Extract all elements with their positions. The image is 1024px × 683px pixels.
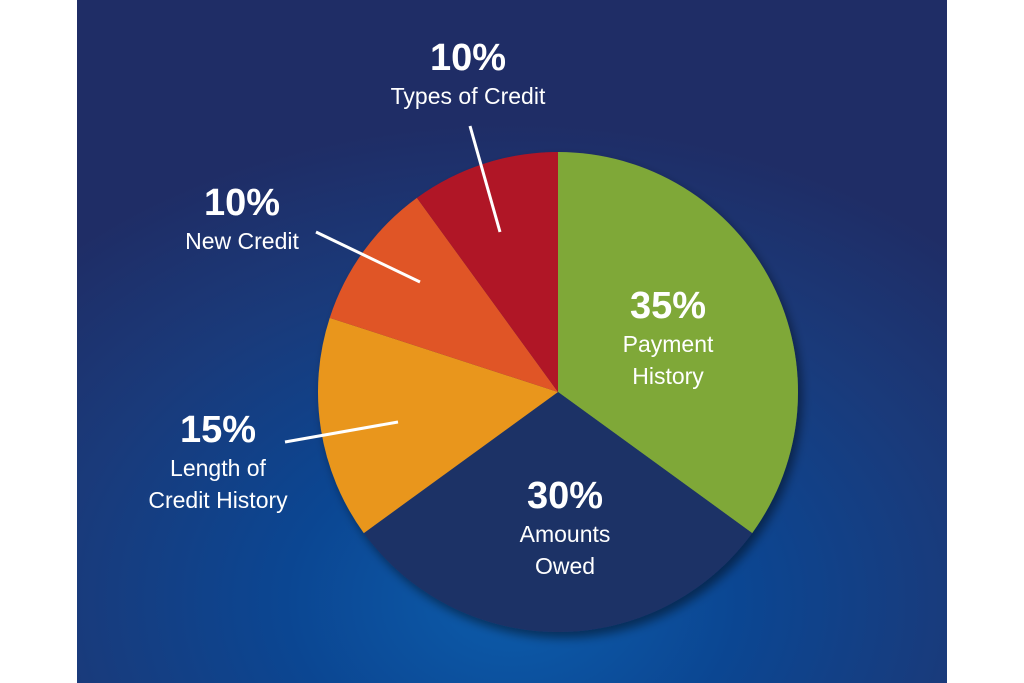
pie-slice-1 (558, 152, 798, 534)
pie-slice-5 (416, 152, 558, 392)
slice-category-label-1: Payment (623, 331, 714, 357)
slice-percent-label-1: 35% (630, 285, 706, 327)
slice-percent-label-2: 30% (527, 475, 603, 517)
pie-slices (318, 152, 798, 632)
slice-category-label-3: Credit History (148, 487, 288, 513)
pie-slice-4 (329, 197, 558, 392)
slice-category-label-1: History (632, 363, 704, 389)
slice-category-label-2: Amounts (520, 521, 611, 547)
slice-percent-label-3: 15% (180, 409, 256, 451)
slice-percent-label-4: 10% (204, 182, 280, 224)
pie-slice-2 (363, 392, 753, 632)
slice-category-label-5: Types of Credit (391, 83, 546, 109)
slice-category-label-4: New Credit (185, 228, 299, 254)
slice-category-label-2: Owed (535, 553, 595, 579)
leader-line-4 (315, 230, 421, 284)
pie-slice-3 (318, 317, 558, 534)
slice-percent-label-5: 10% (430, 37, 506, 79)
slice-labels: 35% Payment History 30% Amounts Owed 15% Length… (148, 37, 714, 579)
slice-category-label-3: Length of (170, 455, 267, 481)
leader-lines (284, 125, 502, 444)
leader-line-5 (468, 125, 502, 233)
leader-line-3 (284, 420, 399, 444)
